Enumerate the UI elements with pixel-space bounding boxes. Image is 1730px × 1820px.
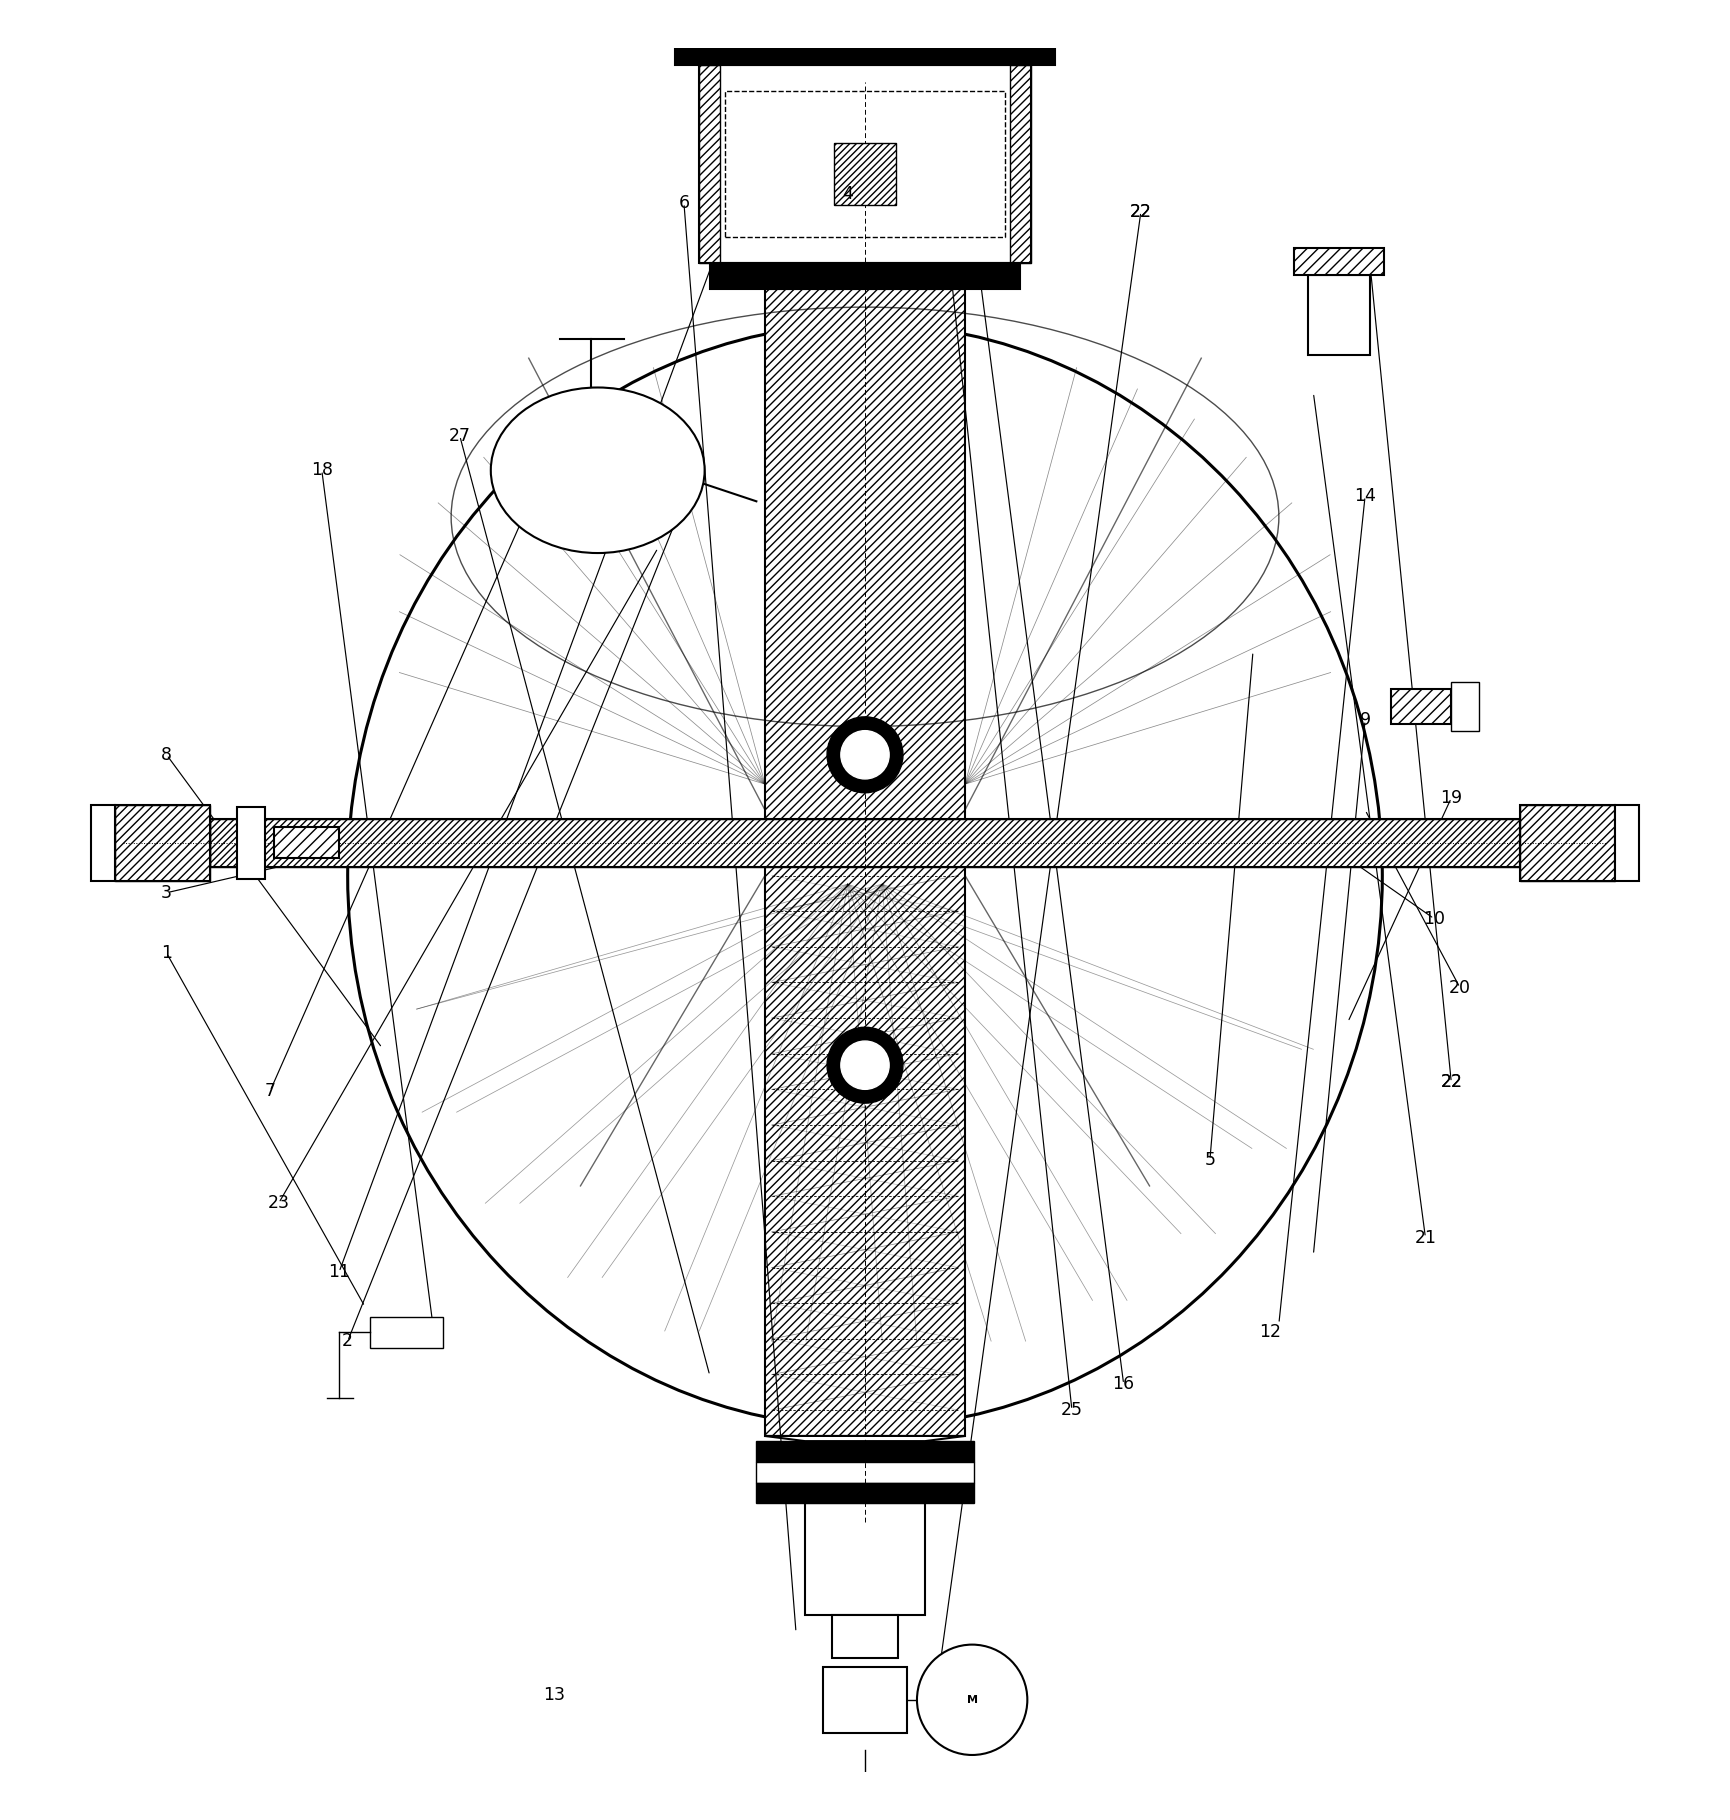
Bar — [370, 1318, 443, 1349]
Ellipse shape — [491, 388, 704, 553]
Circle shape — [841, 1041, 889, 1090]
Bar — [273, 828, 339, 859]
Polygon shape — [756, 1441, 974, 1461]
Text: 9: 9 — [1360, 712, 1370, 730]
Text: 23: 23 — [268, 1194, 289, 1212]
Polygon shape — [756, 1461, 974, 1483]
Polygon shape — [756, 1483, 974, 1503]
Circle shape — [917, 1645, 1028, 1754]
Bar — [1391, 690, 1451, 724]
Text: 1: 1 — [161, 945, 171, 963]
Text: 22: 22 — [1130, 202, 1152, 220]
Bar — [1294, 248, 1384, 275]
Text: 16: 16 — [1112, 1376, 1135, 1394]
Bar — [273, 828, 339, 859]
Polygon shape — [675, 44, 1055, 66]
Polygon shape — [709, 264, 1021, 289]
Text: 10: 10 — [1424, 910, 1445, 928]
Polygon shape — [90, 804, 114, 881]
Polygon shape — [1616, 804, 1640, 881]
Bar — [1308, 275, 1370, 355]
Text: 19: 19 — [1441, 788, 1462, 806]
Text: 2: 2 — [343, 1332, 353, 1350]
Text: 20: 20 — [1450, 979, 1470, 997]
Text: 22: 22 — [1441, 1074, 1462, 1092]
Bar — [834, 144, 896, 206]
Text: 7: 7 — [265, 1083, 275, 1099]
Text: 12: 12 — [1259, 1323, 1282, 1341]
Polygon shape — [692, 0, 1038, 44]
Circle shape — [827, 1026, 903, 1103]
Bar — [237, 806, 265, 879]
Text: 6: 6 — [678, 195, 690, 211]
Text: 18: 18 — [311, 460, 332, 479]
Text: 3: 3 — [161, 885, 171, 901]
Text: 8: 8 — [161, 746, 171, 764]
Text: 4: 4 — [843, 186, 853, 204]
Text: 14: 14 — [1355, 488, 1375, 506]
Bar — [834, 144, 896, 206]
Bar — [1391, 690, 1451, 724]
Text: 27: 27 — [448, 426, 471, 444]
Polygon shape — [832, 1616, 898, 1658]
Text: M: M — [967, 1694, 977, 1705]
Polygon shape — [209, 819, 1521, 866]
Polygon shape — [765, 1436, 965, 1441]
Text: 5: 5 — [1204, 1150, 1216, 1168]
Polygon shape — [699, 66, 1031, 264]
Circle shape — [827, 717, 903, 794]
Bar — [1451, 682, 1479, 730]
Text: 13: 13 — [543, 1685, 566, 1704]
Polygon shape — [114, 804, 209, 881]
Text: 25: 25 — [1060, 1401, 1083, 1420]
Circle shape — [841, 730, 889, 779]
Text: 22: 22 — [1441, 1074, 1462, 1092]
Polygon shape — [804, 1503, 926, 1616]
Polygon shape — [1521, 804, 1616, 881]
Polygon shape — [765, 289, 965, 1436]
Text: 21: 21 — [1415, 1228, 1436, 1247]
Bar — [823, 1667, 907, 1733]
Text: 22: 22 — [1130, 202, 1152, 220]
Bar — [1294, 248, 1384, 275]
Text: 11: 11 — [329, 1263, 349, 1281]
